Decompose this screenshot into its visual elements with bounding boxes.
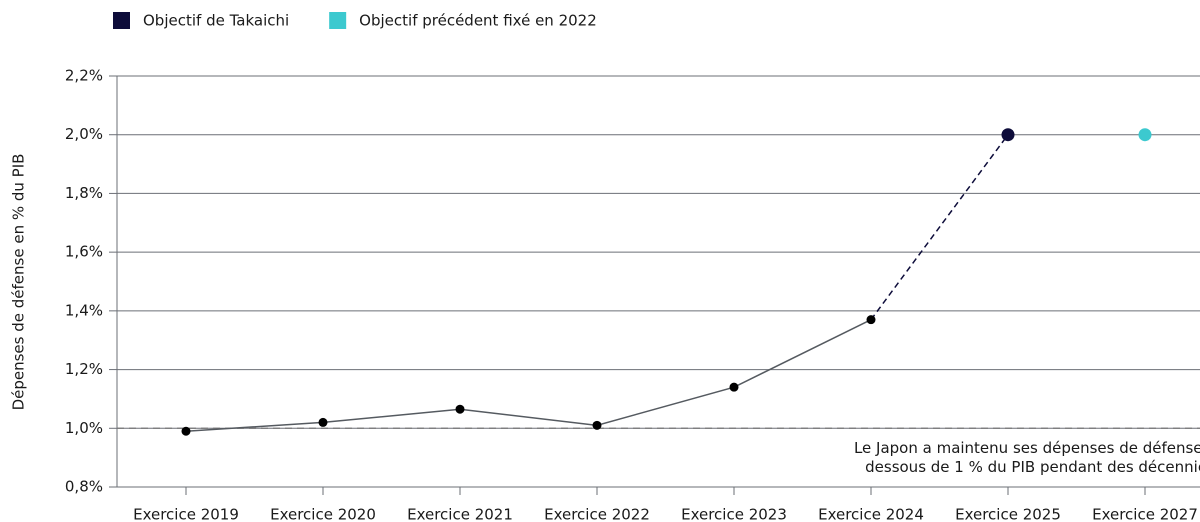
y-tick-label: 1,4% (65, 301, 103, 319)
x-tick-label: Exercice 2022 (544, 506, 650, 522)
data-point (729, 382, 739, 392)
y-tick-label: 1,0% (65, 419, 103, 437)
legend-swatch (329, 12, 347, 29)
y-tick-label: 1,2% (65, 360, 103, 378)
x-tick-label: Exercice 2025 (955, 506, 1061, 522)
y-tick-label: 0,8% (65, 478, 103, 496)
data-point (866, 315, 876, 325)
y-tick-label: 1,6% (65, 243, 103, 261)
legend-label: Objectif de Takaichi (143, 12, 289, 30)
data-point (181, 426, 191, 436)
y-axis-label: Dépenses de défense en % du PIB (10, 154, 28, 411)
x-tick-label: Exercice 2023 (681, 506, 787, 522)
x-tick-label: Exercice 2027 (1092, 506, 1198, 522)
y-tick-label: 1,8% (65, 184, 103, 202)
data-point (1001, 128, 1015, 142)
y-tick-label: 2,0% (65, 125, 103, 143)
annotation: dessous de 1 % du PIB pendant des décenn… (865, 458, 1200, 476)
series-line (185, 318, 872, 432)
data-point (1138, 128, 1152, 142)
x-tick-label: Exercice 2024 (818, 506, 924, 522)
data-point (455, 404, 465, 414)
x-tick-label: Exercice 2021 (407, 506, 513, 522)
y-tick-label: 2,2% (65, 67, 103, 85)
legend-label: Objectif précédent fixé en 2022 (359, 12, 597, 30)
legend-swatch (113, 12, 130, 29)
x-tick-label: Exercice 2019 (133, 506, 239, 522)
series-line (870, 134, 1009, 321)
annotation: Le Japon a maintenu ses dépenses de défe… (854, 439, 1200, 457)
x-tick-label: Exercice 2020 (270, 506, 376, 522)
data-point (592, 420, 602, 430)
data-point (318, 417, 328, 427)
